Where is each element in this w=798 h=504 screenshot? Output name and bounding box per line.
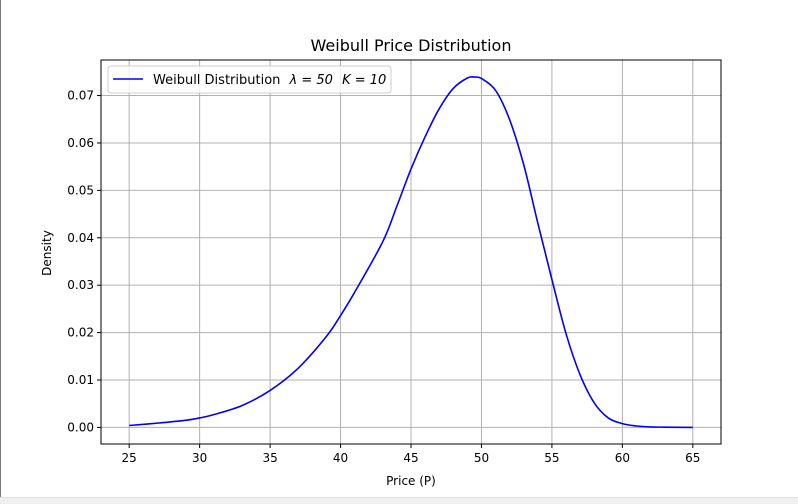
y-tick-label: 0.00 — [67, 420, 94, 434]
legend: Weibull Distribution λ = 50 K = 10 — [107, 65, 392, 94]
x-tick-label: 55 — [544, 451, 559, 465]
y-tick-label: 0.03 — [67, 278, 94, 292]
y-axis-ticks: 0.00 0.01 0.02 0.03 0.04 0.05 0.06 0.07 — [67, 89, 101, 434]
y-tick-label: 0.04 — [67, 231, 94, 245]
y-tick-label: 0.01 — [67, 373, 94, 387]
series-line — [129, 76, 693, 429]
x-tick-label: 50 — [474, 451, 489, 465]
x-tick-label: 60 — [615, 451, 630, 465]
y-tick-label: 0.07 — [67, 89, 94, 103]
y-axis-label: Density — [40, 230, 54, 276]
x-tick-label: 35 — [262, 451, 277, 465]
x-tick-label: 45 — [403, 451, 418, 465]
window-bottom-strip — [0, 497, 798, 504]
x-tick-label: 30 — [192, 451, 207, 465]
legend-entry-k: K = 10 — [342, 73, 386, 88]
x-tick-label: 40 — [333, 451, 348, 465]
y-tick-label: 0.05 — [67, 183, 94, 197]
x-tick-label: 25 — [122, 451, 137, 465]
y-gridlines — [101, 95, 721, 428]
x-tick-label: 65 — [685, 451, 700, 465]
x-axis-label: Price (P) — [386, 474, 436, 488]
legend-entry: Weibull Distribution λ = 50 K = 10 — [153, 73, 386, 88]
legend-entry-label: Weibull Distribution — [153, 73, 280, 88]
x-gridlines — [128, 60, 694, 444]
chart-title: Weibull Price Distribution — [311, 36, 512, 55]
legend-entry-lambda: λ = 50 — [289, 73, 333, 88]
y-tick-label: 0.06 — [67, 136, 94, 150]
series-lines — [129, 76, 693, 429]
y-tick-label: 0.02 — [67, 326, 94, 340]
legend-box — [107, 65, 392, 94]
x-axis-ticks: 25 30 35 40 45 50 55 60 65 — [122, 444, 700, 465]
